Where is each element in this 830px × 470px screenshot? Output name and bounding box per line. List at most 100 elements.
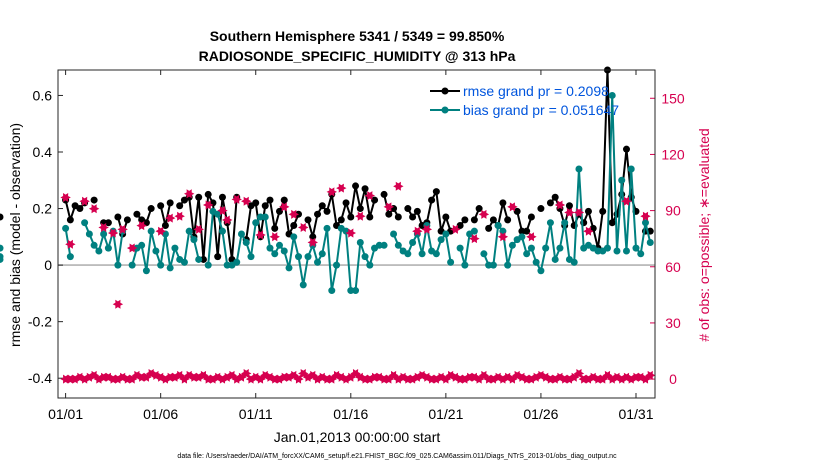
bias-point <box>537 267 545 275</box>
rmse-point <box>546 199 554 207</box>
obs-possible-marker <box>217 374 228 384</box>
rmse-point <box>266 196 274 204</box>
obs-possible-marker <box>540 372 551 382</box>
rmse-point <box>123 216 131 224</box>
bias-point <box>242 238 250 246</box>
obs-possible-marker <box>302 372 314 382</box>
legend-bias-label: bias grand pr = 0.051647 <box>463 102 619 118</box>
obs-possible-marker <box>564 374 575 384</box>
obs-evaluated-marker <box>136 221 147 231</box>
rmse-point <box>456 222 464 230</box>
y-right-tick-label: 150 <box>661 90 685 106</box>
obs-possible-marker <box>450 372 461 382</box>
rmse-point <box>385 210 393 218</box>
bias-point <box>314 258 322 266</box>
rmse-point <box>432 188 440 196</box>
y-right-tick-label: 120 <box>661 146 685 162</box>
bias-point <box>632 244 640 252</box>
obs-possible-marker <box>607 374 618 384</box>
x-axis-label: Jan.01,2013 00:00:00 start <box>274 429 441 445</box>
ticks-layer: 01/01 01/06 01/11 01/16 01/21 01/26 01/31 -0.4 -… <box>28 70 685 422</box>
bias-point <box>166 264 174 272</box>
x-tick-label: 01/01 <box>48 406 83 422</box>
chart-title-line1: Southern Hemisphere 5341 / 5349 = 99.850… <box>210 28 505 44</box>
obs-possible-marker <box>511 370 523 380</box>
bias-point <box>551 255 559 263</box>
obs-possible-marker <box>397 372 409 382</box>
y-left-tick-label: 0.6 <box>33 87 53 103</box>
bias-point <box>637 250 645 258</box>
obs-possible-marker <box>554 372 566 382</box>
obs-evaluated-marker <box>183 189 195 199</box>
obs-possible-marker <box>245 374 257 384</box>
obs-possible-marker <box>222 372 233 382</box>
obs-possible-marker <box>131 370 143 380</box>
obs-evaluated-marker <box>564 207 575 217</box>
bias-point <box>195 255 203 263</box>
plot-frame <box>57 69 656 399</box>
obs-possible-marker <box>488 374 499 384</box>
bias-point <box>95 247 103 255</box>
legend-rmse-marker <box>441 87 449 95</box>
rmse-point <box>280 196 288 204</box>
obs-possible-marker <box>69 374 81 384</box>
bias-point <box>90 241 98 249</box>
rmse-point <box>133 210 141 218</box>
obs-possible-marker <box>312 374 323 384</box>
obs-evaluated-marker <box>621 196 632 206</box>
rmse-point <box>218 193 226 201</box>
obs-possible-marker <box>407 374 418 384</box>
bias-point <box>432 250 440 258</box>
rmse-point <box>475 205 483 213</box>
obs-evaluated-marker <box>364 191 376 201</box>
obs-evaluated-marker <box>412 226 423 236</box>
rmse-point <box>275 207 283 215</box>
obs-possible-marker <box>588 372 599 382</box>
bias-point <box>266 244 274 252</box>
rmse-point <box>337 216 345 224</box>
obs-possible-marker <box>473 374 485 384</box>
bias-point <box>138 241 146 249</box>
obs-evaluated-marker <box>98 222 109 232</box>
rmse-point <box>261 202 269 210</box>
obs-evaluated-marker <box>383 202 395 212</box>
obs-possible-marker <box>212 372 223 382</box>
obs-evaluated-marker <box>255 230 266 240</box>
bias-point <box>494 222 502 230</box>
rmse-point <box>318 202 326 210</box>
x-tick-label: 01/21 <box>428 406 463 422</box>
x-tick-label: 01/16 <box>333 406 368 422</box>
bias-point <box>247 253 255 261</box>
rmse-point <box>413 207 421 215</box>
obs-possible-marker <box>174 370 185 380</box>
obs-possible-marker <box>492 372 504 382</box>
bias-point <box>280 247 288 255</box>
bias-point <box>62 224 70 232</box>
bias-point <box>318 250 326 258</box>
obs-possible-marker <box>145 368 157 378</box>
obs-evaluated-marker <box>421 224 433 234</box>
obs-evaluated-marker <box>288 209 299 219</box>
obs-possible-marker <box>150 370 162 380</box>
bias-point <box>85 230 93 238</box>
obs-evaluated-marker <box>345 228 356 238</box>
obs-possible-marker <box>530 372 542 382</box>
bias-point <box>185 227 193 235</box>
bias-point <box>180 258 188 266</box>
obs-possible-marker <box>255 374 266 384</box>
bias-point <box>556 244 564 252</box>
obs-possible-marker <box>160 374 171 384</box>
obs-possible-marker <box>435 372 447 382</box>
obs-possible-marker <box>416 370 428 380</box>
rmse-point <box>599 207 607 215</box>
obs-possible-marker <box>155 372 166 382</box>
obs-possible-marker <box>283 372 295 382</box>
obs-evaluated-marker <box>307 237 318 247</box>
bias-point <box>461 261 469 269</box>
rmse-point <box>537 205 545 213</box>
obs-possible-marker <box>293 374 304 384</box>
bias-point <box>447 258 455 266</box>
obs-possible-marker <box>236 372 247 382</box>
y-axis-label-right: # of obs: o=possible; ∗=evaluated <box>696 128 712 341</box>
obs-possible-marker <box>207 374 219 384</box>
